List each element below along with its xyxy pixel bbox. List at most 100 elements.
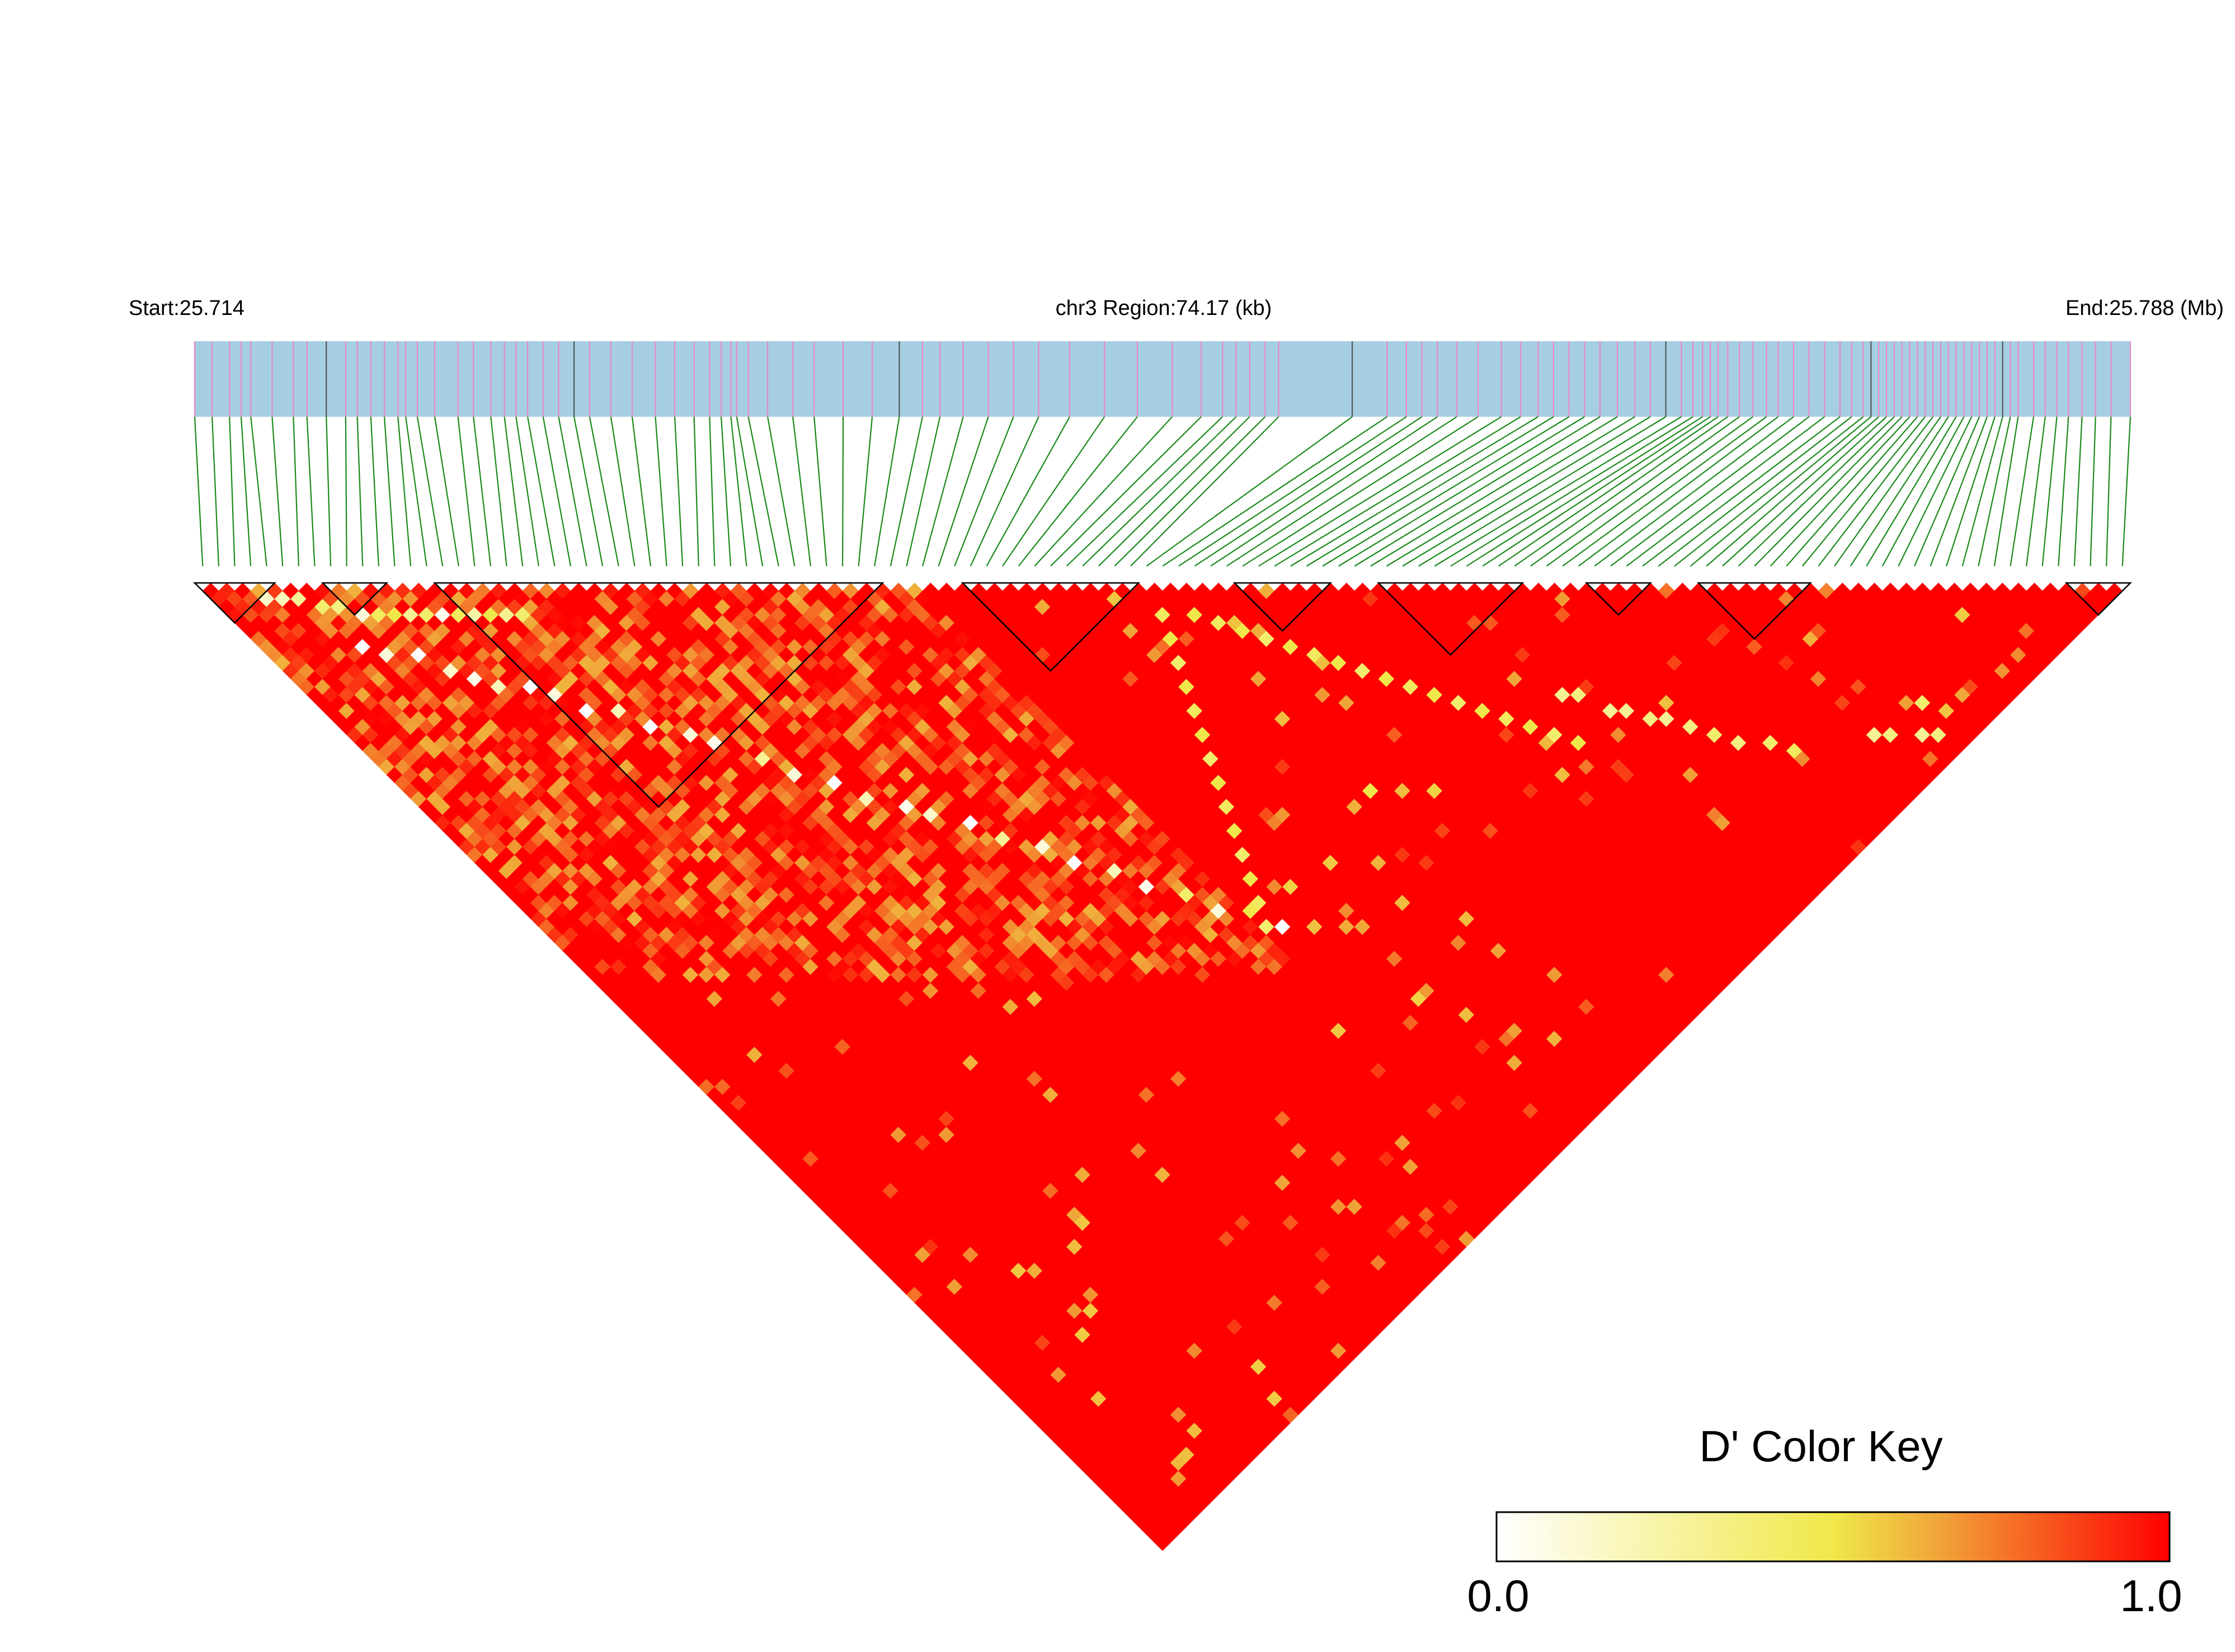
snp-connector	[527, 416, 556, 567]
snp-connector	[954, 416, 1014, 567]
region-end-label: End:25.788 (Mb)	[2065, 296, 2224, 320]
snp-connector	[1898, 416, 1973, 567]
snp-connector	[2090, 416, 2096, 567]
snp-connector	[747, 416, 779, 567]
snp-connector	[1946, 416, 1996, 567]
snp-connector	[1098, 416, 1250, 567]
snp-connector	[986, 416, 1070, 567]
snp-connector	[2026, 416, 2046, 567]
snp-connector	[211, 416, 219, 567]
snp-connector	[383, 416, 396, 567]
snp-connector	[693, 416, 699, 567]
snp-connector	[874, 416, 900, 567]
snp-connector	[416, 416, 444, 567]
snp-connector	[1146, 416, 1353, 567]
snp-connector	[1530, 416, 1740, 567]
snp-connector	[730, 416, 747, 567]
snp-connector	[2121, 416, 2132, 567]
snp-connector	[1418, 416, 1667, 567]
snp-connector	[1018, 416, 1138, 567]
snp-connector	[1290, 416, 1538, 567]
snp-connector	[1834, 416, 1941, 567]
snp-connector	[1114, 416, 1266, 567]
snp-connector	[1786, 416, 1918, 567]
snp-connector	[1178, 416, 1407, 567]
snp-connector	[250, 416, 267, 567]
snp-connector	[457, 416, 476, 567]
snp-connector	[1658, 416, 1852, 567]
snp-connector	[1210, 416, 1438, 567]
snp-connector	[1434, 416, 1682, 567]
snp-connector	[1610, 416, 1810, 567]
snp-connector	[1881, 416, 1965, 567]
snp-connector	[2058, 416, 2069, 567]
snp-connector	[1482, 416, 1711, 567]
snp-connector	[434, 416, 459, 567]
snp-connector	[1002, 416, 1105, 567]
snp-connector	[370, 416, 379, 567]
snp-connector	[1706, 416, 1879, 567]
snp-connector	[2041, 416, 2058, 567]
snp-connector	[1594, 416, 1794, 567]
snp-connector	[1226, 416, 1457, 567]
snp-connector	[1738, 416, 1895, 567]
snp-connector	[2010, 416, 2035, 567]
snp-connector	[1866, 416, 1957, 567]
region-start-label: Start:25.714	[129, 296, 244, 320]
snp-connector	[293, 416, 299, 567]
snp-connector	[1370, 416, 1618, 567]
snp-connector	[490, 416, 507, 567]
snp-connector	[1913, 416, 1980, 567]
snp-connector	[1050, 416, 1202, 567]
snp-connector	[1066, 416, 1224, 567]
snp-connector	[1642, 416, 1841, 567]
snp-connector	[792, 416, 812, 567]
snp-connector	[345, 416, 347, 567]
snp-connector	[906, 416, 941, 567]
snp-connector	[1578, 416, 1778, 567]
snp-connector	[1993, 416, 2019, 567]
snp-connector	[1818, 416, 1933, 567]
gene-bar	[195, 341, 2130, 417]
snp-connector	[1162, 416, 1387, 567]
snp-connector	[271, 416, 284, 567]
snp-connector	[194, 416, 204, 567]
snp-connector	[1258, 416, 1502, 567]
snp-connector	[1130, 416, 1279, 567]
ld-heatmap	[202, 582, 2123, 1551]
snp-connector	[1930, 416, 1988, 567]
snp-connector	[589, 416, 619, 567]
snp-connectors	[194, 416, 2132, 567]
snp-connector	[709, 416, 716, 567]
snp-connector	[1306, 416, 1554, 567]
snp-connector	[1514, 416, 1728, 567]
snp-connector	[1242, 416, 1479, 567]
snp-connector	[405, 416, 427, 567]
snp-connector	[229, 416, 236, 567]
snp-connector	[1034, 416, 1173, 567]
snp-connector	[2106, 416, 2112, 567]
snp-connector	[1850, 416, 1949, 567]
snp-connector	[721, 416, 732, 567]
snp-connector	[674, 416, 684, 567]
snp-connector	[1978, 416, 2011, 567]
snp-connector	[573, 416, 604, 567]
snp-connector	[1546, 416, 1753, 567]
snp-connector	[356, 416, 364, 567]
snp-connector	[558, 416, 587, 567]
snp-connector	[1322, 416, 1570, 567]
snp-connector	[2073, 416, 2083, 567]
snp-connector	[1450, 416, 1693, 567]
snp-connector	[240, 416, 252, 567]
region-title-label: chr3 Region:74.17 (kb)	[1056, 296, 1272, 320]
snp-connector	[1690, 416, 1872, 567]
snp-connector	[655, 416, 667, 567]
snp-connector	[970, 416, 1039, 567]
snp-connector	[542, 416, 572, 567]
snp-connector	[1498, 416, 1719, 567]
snp-connector	[1402, 416, 1651, 567]
snp-connector	[813, 416, 827, 567]
snp-connector	[1194, 416, 1423, 567]
snp-connector	[610, 416, 636, 567]
